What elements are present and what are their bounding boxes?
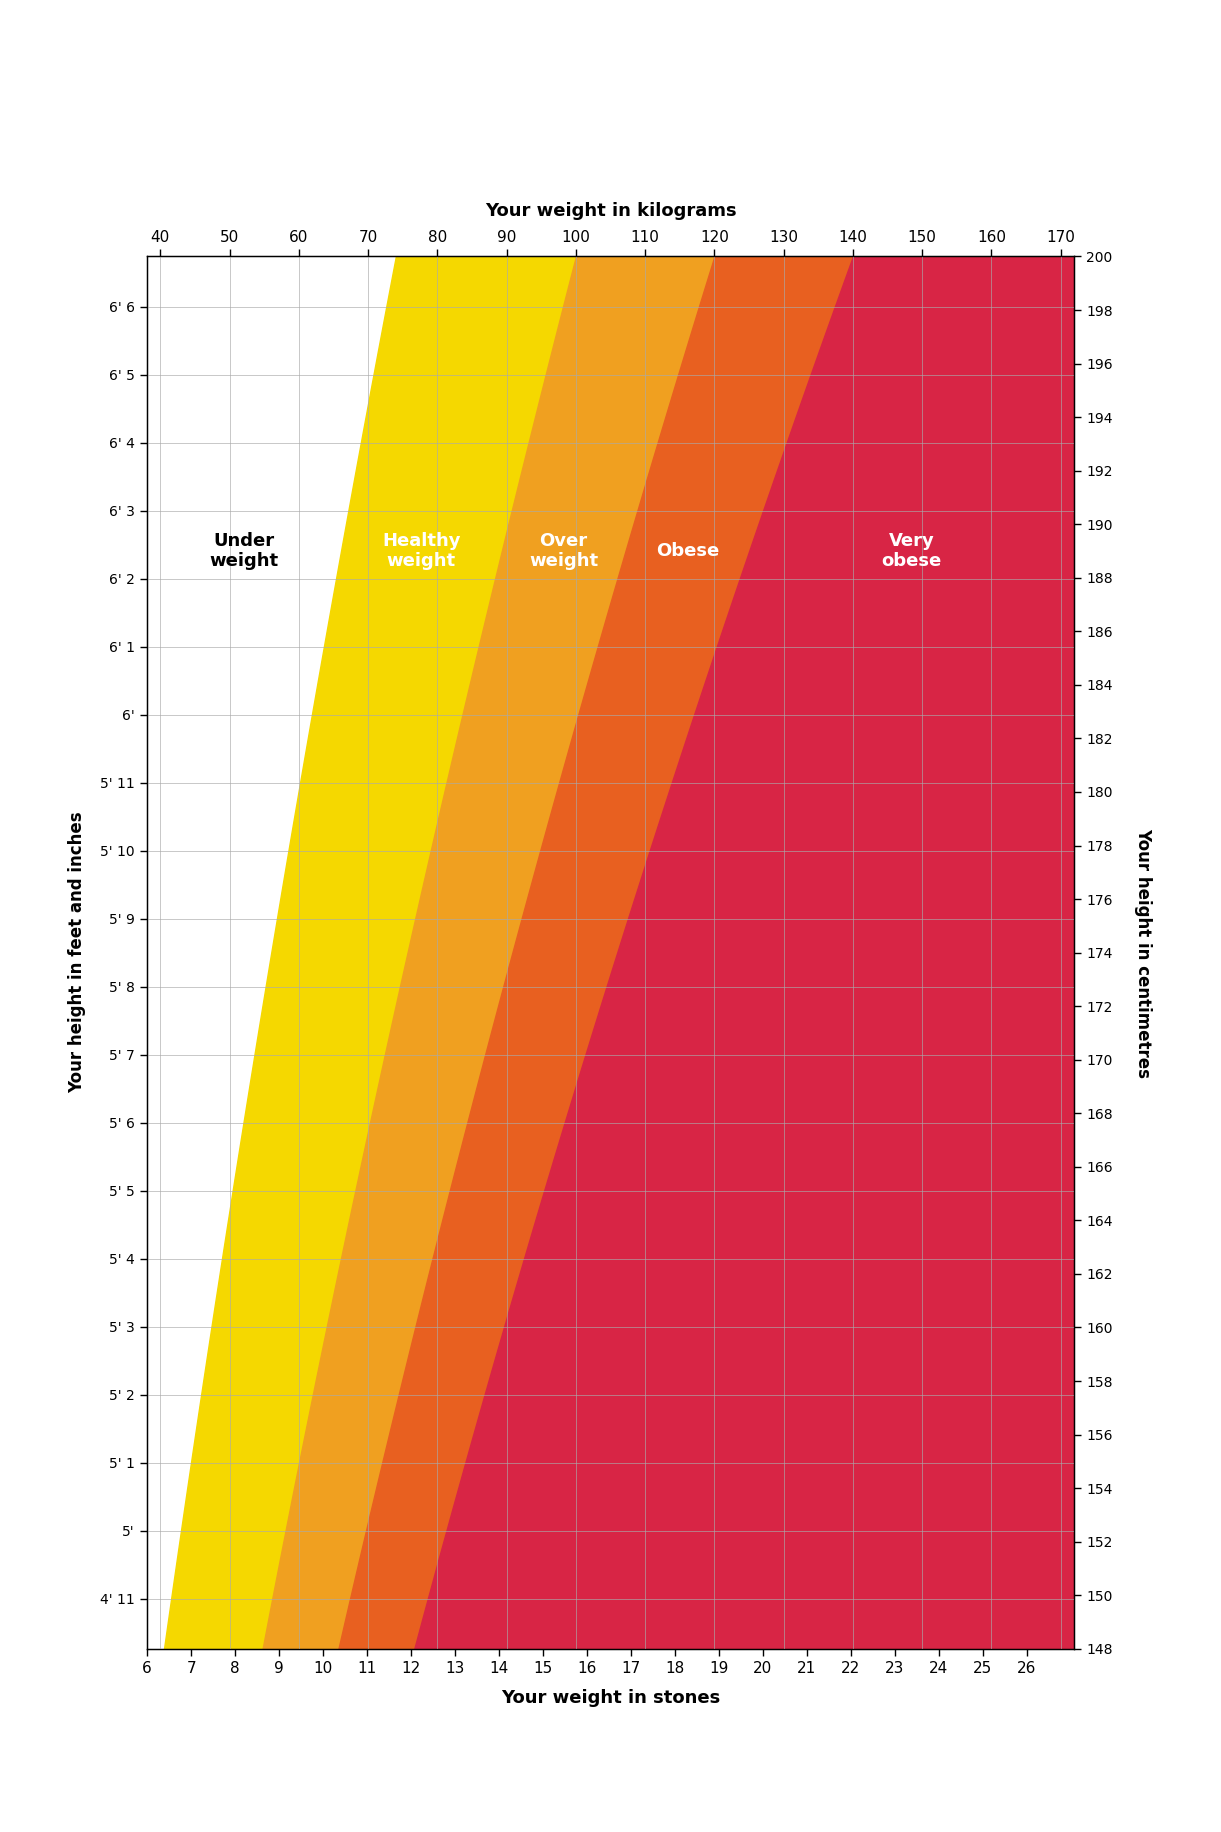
- Text: Very
obese: Very obese: [882, 531, 941, 570]
- Text: Healthy
weight: Healthy weight: [382, 531, 460, 570]
- Y-axis label: Your height in feet and inches: Your height in feet and inches: [68, 812, 85, 1094]
- Text: Over
weight: Over weight: [529, 531, 598, 570]
- X-axis label: Your weight in kilograms: Your weight in kilograms: [485, 202, 736, 220]
- Y-axis label: Your height in centimetres: Your height in centimetres: [1134, 828, 1151, 1077]
- Text: Obese: Obese: [656, 542, 719, 561]
- Text: Under
weight: Under weight: [209, 531, 278, 570]
- X-axis label: Your weight in stones: Your weight in stones: [501, 1689, 720, 1707]
